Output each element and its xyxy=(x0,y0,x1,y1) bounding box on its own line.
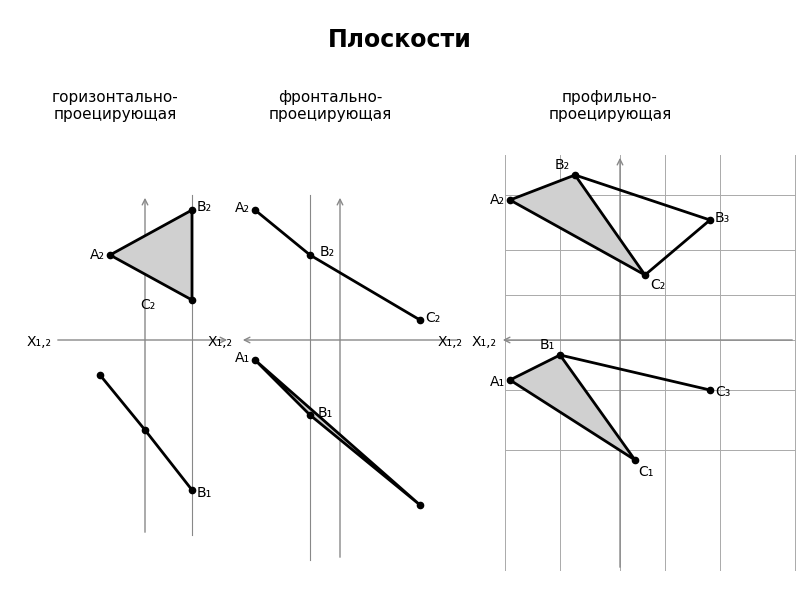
Text: X₁,₂: X₁,₂ xyxy=(472,335,497,349)
Polygon shape xyxy=(110,210,192,300)
Text: A₂: A₂ xyxy=(490,193,505,207)
Text: B₁: B₁ xyxy=(540,338,555,352)
Text: A₂: A₂ xyxy=(90,248,105,262)
Text: C₂: C₂ xyxy=(425,311,440,325)
Text: A₁: A₁ xyxy=(490,375,505,389)
Text: B₃: B₃ xyxy=(715,211,730,225)
Text: A₁: A₁ xyxy=(235,351,250,365)
Text: C₂: C₂ xyxy=(140,298,155,312)
Polygon shape xyxy=(510,355,635,460)
Text: B₂: B₂ xyxy=(555,158,570,172)
Text: профильно-
проецирующая: профильно- проецирующая xyxy=(548,90,672,122)
Text: фронтально-
проецирующая: фронтально- проецирующая xyxy=(268,90,392,122)
Text: C₃: C₃ xyxy=(715,385,730,399)
Text: Плоскости: Плоскости xyxy=(328,28,472,52)
Text: B₂: B₂ xyxy=(320,245,335,259)
Text: X₁,₂: X₁,₂ xyxy=(438,335,463,349)
Text: A₂: A₂ xyxy=(235,201,250,215)
Text: C₁: C₁ xyxy=(638,465,654,479)
Polygon shape xyxy=(510,175,645,275)
Text: B₁: B₁ xyxy=(197,486,212,500)
Text: B₂: B₂ xyxy=(197,200,212,214)
Text: B₁: B₁ xyxy=(318,406,334,420)
Text: X₁,₂: X₁,₂ xyxy=(208,335,233,349)
Polygon shape xyxy=(255,360,420,505)
Text: X₁,₂: X₁,₂ xyxy=(27,335,52,349)
Text: горизонтально-
проецирующая: горизонтально- проецирующая xyxy=(52,90,178,122)
Text: C₂: C₂ xyxy=(650,278,666,292)
